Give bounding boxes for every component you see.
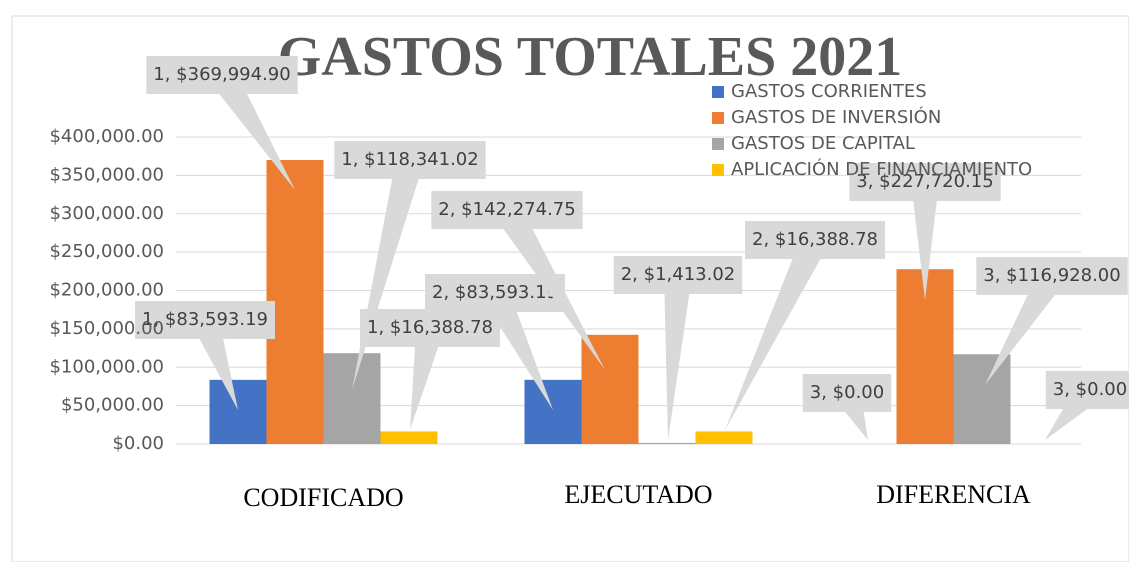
data-label-text: 2, $83,593.19 <box>432 282 558 303</box>
data-label: 2, $16,388.78 <box>725 221 885 430</box>
y-tick-label: $400,000.00 <box>49 126 164 147</box>
data-label: 3, $0.00 <box>802 374 892 440</box>
data-label: 1, $369,994.90 <box>146 56 298 190</box>
label-pointer <box>210 67 295 190</box>
y-tick-label: $50,000.00 <box>61 395 164 416</box>
data-label: 2, $1,413.02 <box>613 256 743 440</box>
label-pointer <box>664 274 692 440</box>
data-label-text: 1, $118,341.02 <box>341 149 478 170</box>
label-pointer <box>1045 380 1101 440</box>
legend-label: APLICACIÓN DE FINANCIAMIENTO <box>731 158 1032 180</box>
data-label: 3, $227,720.15 <box>849 163 1001 300</box>
label-pointer <box>725 234 828 430</box>
y-tick-label: $0.00 <box>112 433 164 454</box>
bar <box>638 442 696 444</box>
data-label: 3, $116,928.00 <box>976 257 1128 385</box>
label-pointer <box>985 268 1064 385</box>
x-tick-label: DIFERENCIA <box>876 480 1031 509</box>
bar <box>380 431 438 444</box>
data-label-text: 3, $0.00 <box>1053 379 1127 400</box>
label-pointer <box>911 182 939 300</box>
label-pointer <box>410 325 444 430</box>
data-label-text: 1, $369,994.90 <box>153 64 290 85</box>
x-tick-label: EJECUTADO <box>564 480 712 509</box>
label-pointer <box>495 202 605 370</box>
bar <box>209 379 267 444</box>
data-label-text: 1, $83,593.19 <box>142 309 268 330</box>
y-tick-label: $350,000.00 <box>49 164 164 185</box>
data-label-text: 2, $1,413.02 <box>621 264 736 285</box>
legend-label: GASTOS DE CAPITAL <box>731 133 915 154</box>
bar <box>266 160 324 444</box>
y-tick-label: $200,000.00 <box>49 280 164 301</box>
y-tick-label: $100,000.00 <box>49 356 164 377</box>
data-label-text: 1, $16,388.78 <box>367 317 493 338</box>
legend-swatch <box>712 112 724 124</box>
data-label-text: 3, $116,928.00 <box>983 265 1120 286</box>
bar <box>695 431 753 444</box>
legend-swatch <box>712 164 724 176</box>
bar <box>323 353 381 444</box>
y-tick-label: $300,000.00 <box>49 203 164 224</box>
data-label-text: 2, $142,274.75 <box>438 199 575 220</box>
data-label-text: 3, $227,720.15 <box>856 171 993 192</box>
bar <box>581 334 639 444</box>
label-pointer <box>834 387 868 440</box>
legend-label: GASTOS CORRIENTES <box>731 81 927 102</box>
data-label: 1, $83,593.19 <box>135 301 275 410</box>
bar <box>953 354 1011 444</box>
bars <box>209 160 1011 444</box>
data-label: 1, $16,388.78 <box>360 309 500 430</box>
legend: GASTOS CORRIENTES GASTOS DE INVERSIÓN GAST… <box>712 81 1032 180</box>
legend-label: GASTOS DE INVERSIÓN <box>731 106 941 128</box>
data-label: 3, $0.00 <box>1045 371 1129 440</box>
data-label-text: 2, $16,388.78 <box>752 229 878 250</box>
label-pointer <box>482 286 553 410</box>
data-label: 2, $142,274.75 <box>431 191 605 370</box>
label-pointer <box>191 315 238 410</box>
chart-title: GASTOS TOTALES 2021 <box>278 26 903 88</box>
y-tick-label: $250,000.00 <box>49 241 164 262</box>
bar <box>524 379 582 444</box>
legend-swatch <box>712 86 724 98</box>
data-labels: 1, $83,593.19 2, $83,593.19 3, $0.00 1, $36… <box>135 56 1129 440</box>
x-tick-label: CODIFICADO <box>243 483 403 512</box>
data-label-text: 3, $0.00 <box>810 382 884 403</box>
legend-swatch <box>712 138 724 150</box>
y-tick-label: $150,000.00 <box>49 318 164 339</box>
